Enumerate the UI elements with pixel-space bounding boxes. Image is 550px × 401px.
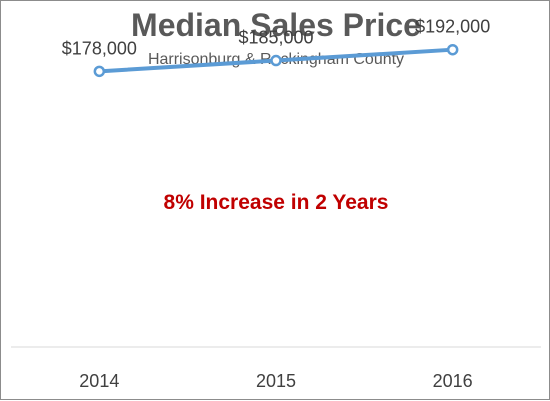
x-tick-label: 2016: [433, 371, 473, 391]
x-tick-label: 2014: [79, 371, 119, 391]
data-point: [270, 54, 282, 67]
chart-annotation: 8% Increase in 2 Years: [163, 191, 389, 214]
data-label: $192,000: [415, 17, 490, 37]
data-point: [93, 65, 106, 78]
data-label: $178,000: [62, 38, 137, 58]
data-point: [446, 43, 459, 56]
chart-title: Median Sales Price: [131, 7, 421, 43]
x-tick-label: 2015: [256, 371, 296, 391]
data-label: $185,000: [238, 28, 313, 48]
